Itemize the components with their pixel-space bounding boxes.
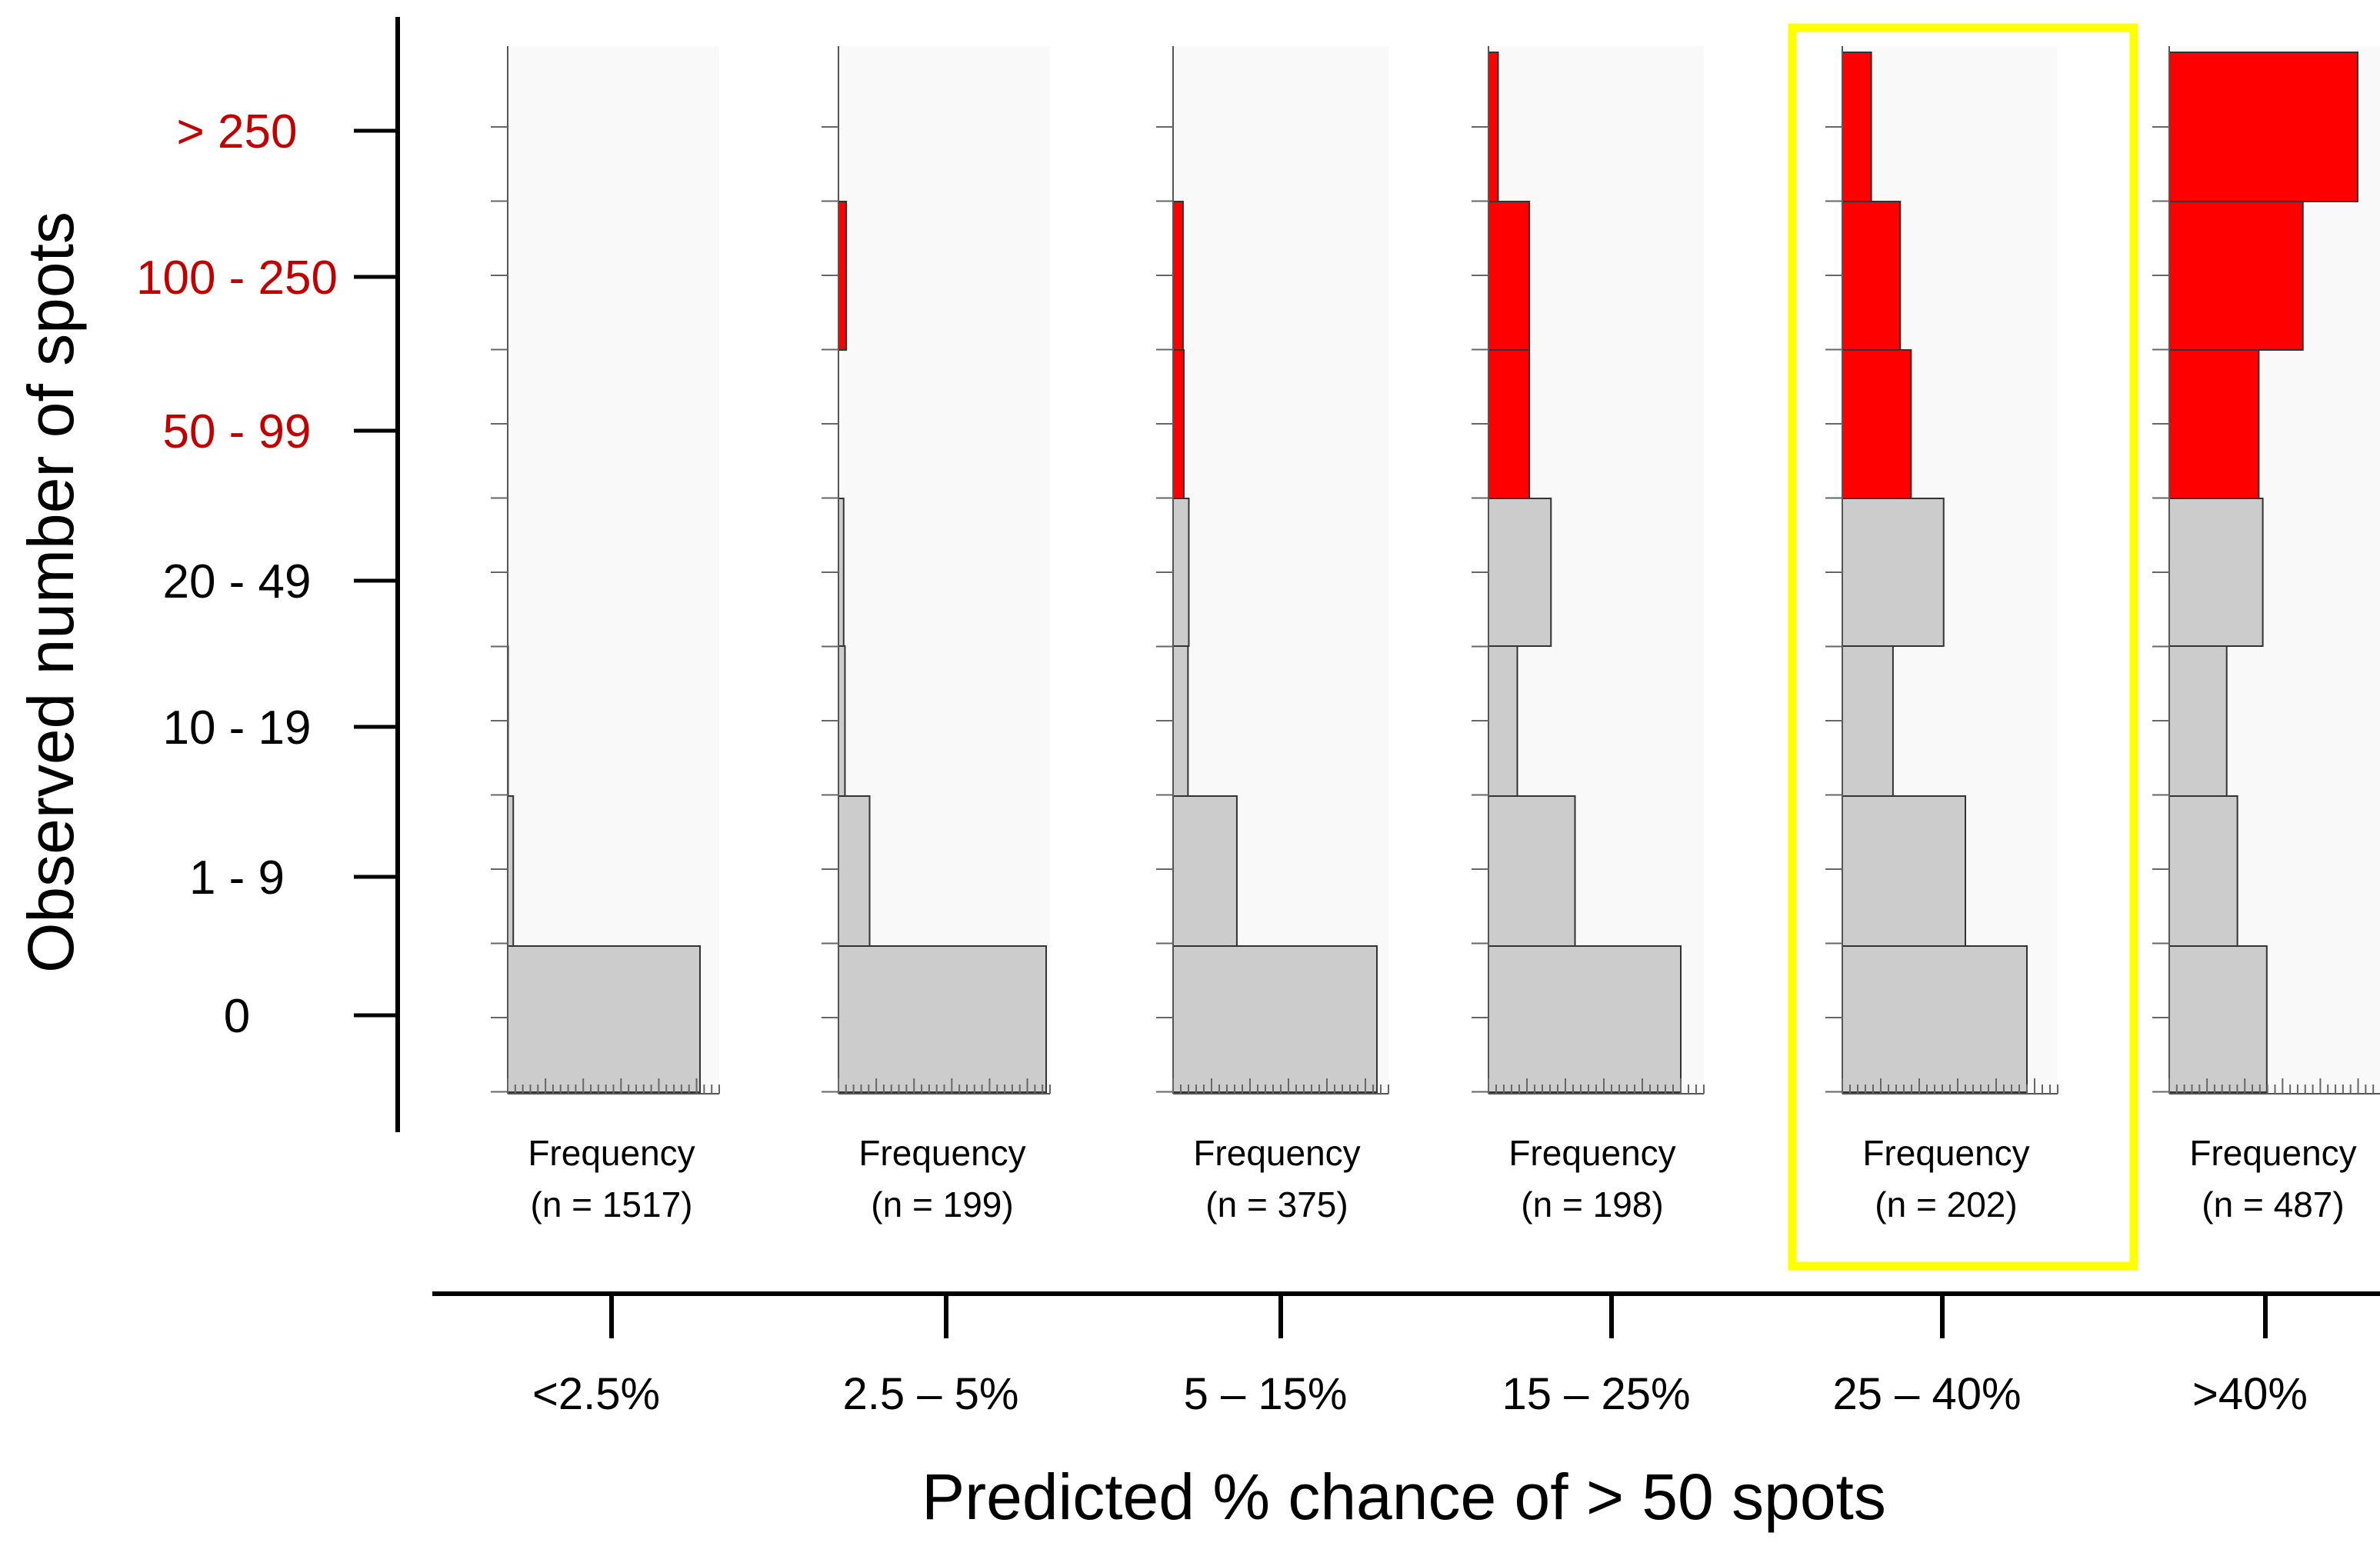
- x-tick-label: 2.5 – 5%: [843, 1369, 1019, 1419]
- bar: [1842, 945, 2028, 1093]
- x-tick-label: 5 – 15%: [1184, 1369, 1348, 1419]
- bar: [2168, 795, 2238, 947]
- bar: [2168, 349, 2260, 499]
- bar: [1172, 201, 1184, 351]
- bar: [2168, 498, 2264, 647]
- y-tick-label: 50 - 99: [162, 405, 311, 458]
- bar: [1488, 498, 1552, 647]
- bar: [1488, 349, 1531, 499]
- bar: [1842, 795, 1966, 947]
- bar: [1488, 201, 1531, 351]
- sample-size-label: (n = 202): [1875, 1184, 2017, 1224]
- panel-background: [508, 46, 719, 1094]
- frequency-label: Frequency: [528, 1133, 695, 1173]
- frequency-label: Frequency: [1508, 1133, 1675, 1173]
- bar: [1488, 645, 1518, 797]
- sample-size-label: (n = 487): [2202, 1184, 2344, 1224]
- y-tick-label: 1 - 9: [189, 851, 285, 905]
- bar: [2168, 945, 2268, 1093]
- panel-1: Frequency (n = 1517): [491, 46, 720, 1224]
- panel-5: Frequency (n = 202): [1825, 46, 2058, 1224]
- panel-6: Frequency (n = 487): [2152, 46, 2380, 1224]
- bar: [1172, 349, 1185, 499]
- y-tick-label: 100 - 250: [136, 252, 338, 305]
- bar: [1842, 645, 1894, 797]
- bar: [1842, 498, 1945, 647]
- frequency-label: Frequency: [1193, 1133, 1360, 1173]
- frequency-label: Frequency: [858, 1133, 1025, 1173]
- bar: [1488, 52, 1499, 202]
- panel-4: Frequency (n = 198): [1472, 46, 1705, 1224]
- bar: [2168, 201, 2304, 351]
- y-tick-label: 20 - 49: [162, 555, 311, 608]
- bar: [838, 945, 1047, 1093]
- panel-background: [838, 46, 1050, 1094]
- bar: [2168, 645, 2228, 797]
- highlight-box: [1788, 23, 2138, 1271]
- sample-size-label: (n = 1517): [531, 1184, 693, 1224]
- bar: [838, 498, 845, 647]
- y-axis-title: Observed number of spots: [15, 212, 87, 973]
- frequency-label: Frequency: [2189, 1133, 2356, 1173]
- panel-3: Frequency (n = 375): [1156, 46, 1389, 1224]
- x-tick-label: 25 – 40%: [1832, 1369, 2021, 1419]
- bar: [507, 945, 701, 1093]
- bar: [838, 201, 848, 351]
- sample-size-label: (n = 198): [1521, 1184, 1663, 1224]
- bar: [1842, 201, 1902, 351]
- bar: [1172, 645, 1189, 797]
- bar: [2168, 52, 2358, 202]
- sample-size-label: (n = 199): [871, 1184, 1013, 1224]
- bar: [1172, 795, 1238, 947]
- sample-size-label: (n = 375): [1205, 1184, 1348, 1224]
- x-axis-title: Predicted % chance of > 50 spots: [922, 1461, 1886, 1533]
- bar: [1842, 52, 1872, 202]
- bar: [1172, 945, 1378, 1093]
- bar: [1172, 498, 1190, 647]
- frequency-label: Frequency: [1862, 1133, 2029, 1173]
- bar: [1488, 945, 1682, 1093]
- bar: [507, 795, 515, 947]
- axes-layer: 0 1 - 9 10 - 19 20 - 49 50 - 99 100 - 250 > 25…: [136, 17, 2380, 1419]
- y-tick-label: > 250: [177, 105, 298, 158]
- y-tick-label: 0: [224, 990, 250, 1043]
- x-tick-label: 15 – 25%: [1502, 1369, 1690, 1419]
- y-tick-label: 10 - 19: [162, 701, 311, 755]
- bar: [1488, 795, 1576, 947]
- bar: [838, 645, 846, 797]
- panels-layer: Frequency(n = 1517)Frequency(n = 199)Fre…: [491, 23, 2380, 1271]
- x-tick-label: >40%: [2192, 1369, 2308, 1419]
- x-tick-label: <2.5%: [532, 1369, 660, 1419]
- bar: [1842, 349, 1912, 499]
- panel-2: Frequency (n = 199): [822, 46, 1051, 1224]
- bar: [838, 795, 871, 947]
